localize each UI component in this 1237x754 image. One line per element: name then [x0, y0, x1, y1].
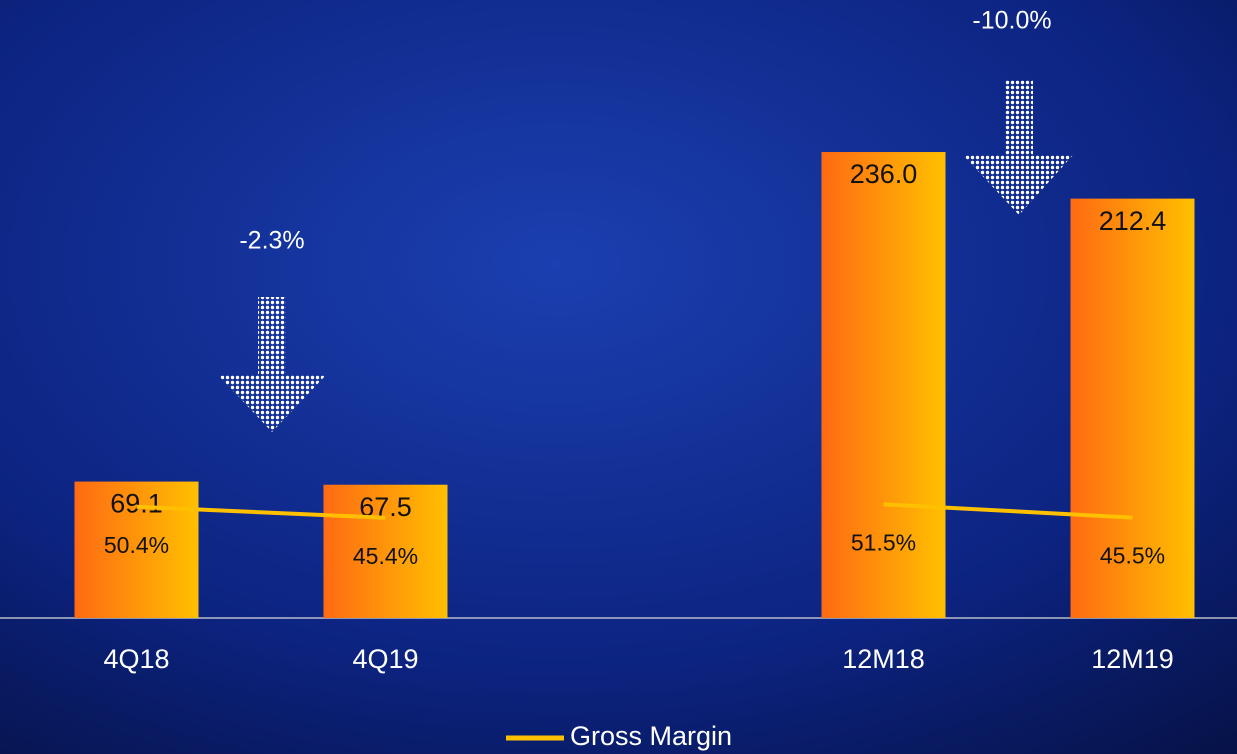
x-tick-label: 12M18 — [842, 644, 925, 674]
data-label: 69.1 — [110, 489, 163, 519]
data-label: 45.5% — [1100, 543, 1165, 569]
bar — [821, 152, 946, 618]
data-label: 51.5% — [851, 529, 916, 555]
annotation: -2.3% — [239, 227, 304, 255]
bar — [74, 481, 199, 618]
annotation: -10.0% — [972, 7, 1051, 35]
data-label: 236.0 — [850, 159, 918, 189]
margin-line — [136, 502, 1133, 520]
data-label: 50.4% — [104, 532, 169, 558]
down-arrow — [963, 80, 1073, 215]
data-label: 45.4% — [353, 543, 418, 569]
x-tick-label: 12M19 — [1091, 644, 1174, 674]
legend-label: Gross Margin — [570, 721, 732, 751]
bar — [323, 484, 448, 618]
x-tick-label: 4Q18 — [103, 644, 169, 674]
bar — [1070, 198, 1195, 618]
x-tick-label: 4Q19 — [352, 644, 418, 674]
data-label: 212.4 — [1099, 206, 1167, 236]
down-arrow — [218, 297, 326, 432]
